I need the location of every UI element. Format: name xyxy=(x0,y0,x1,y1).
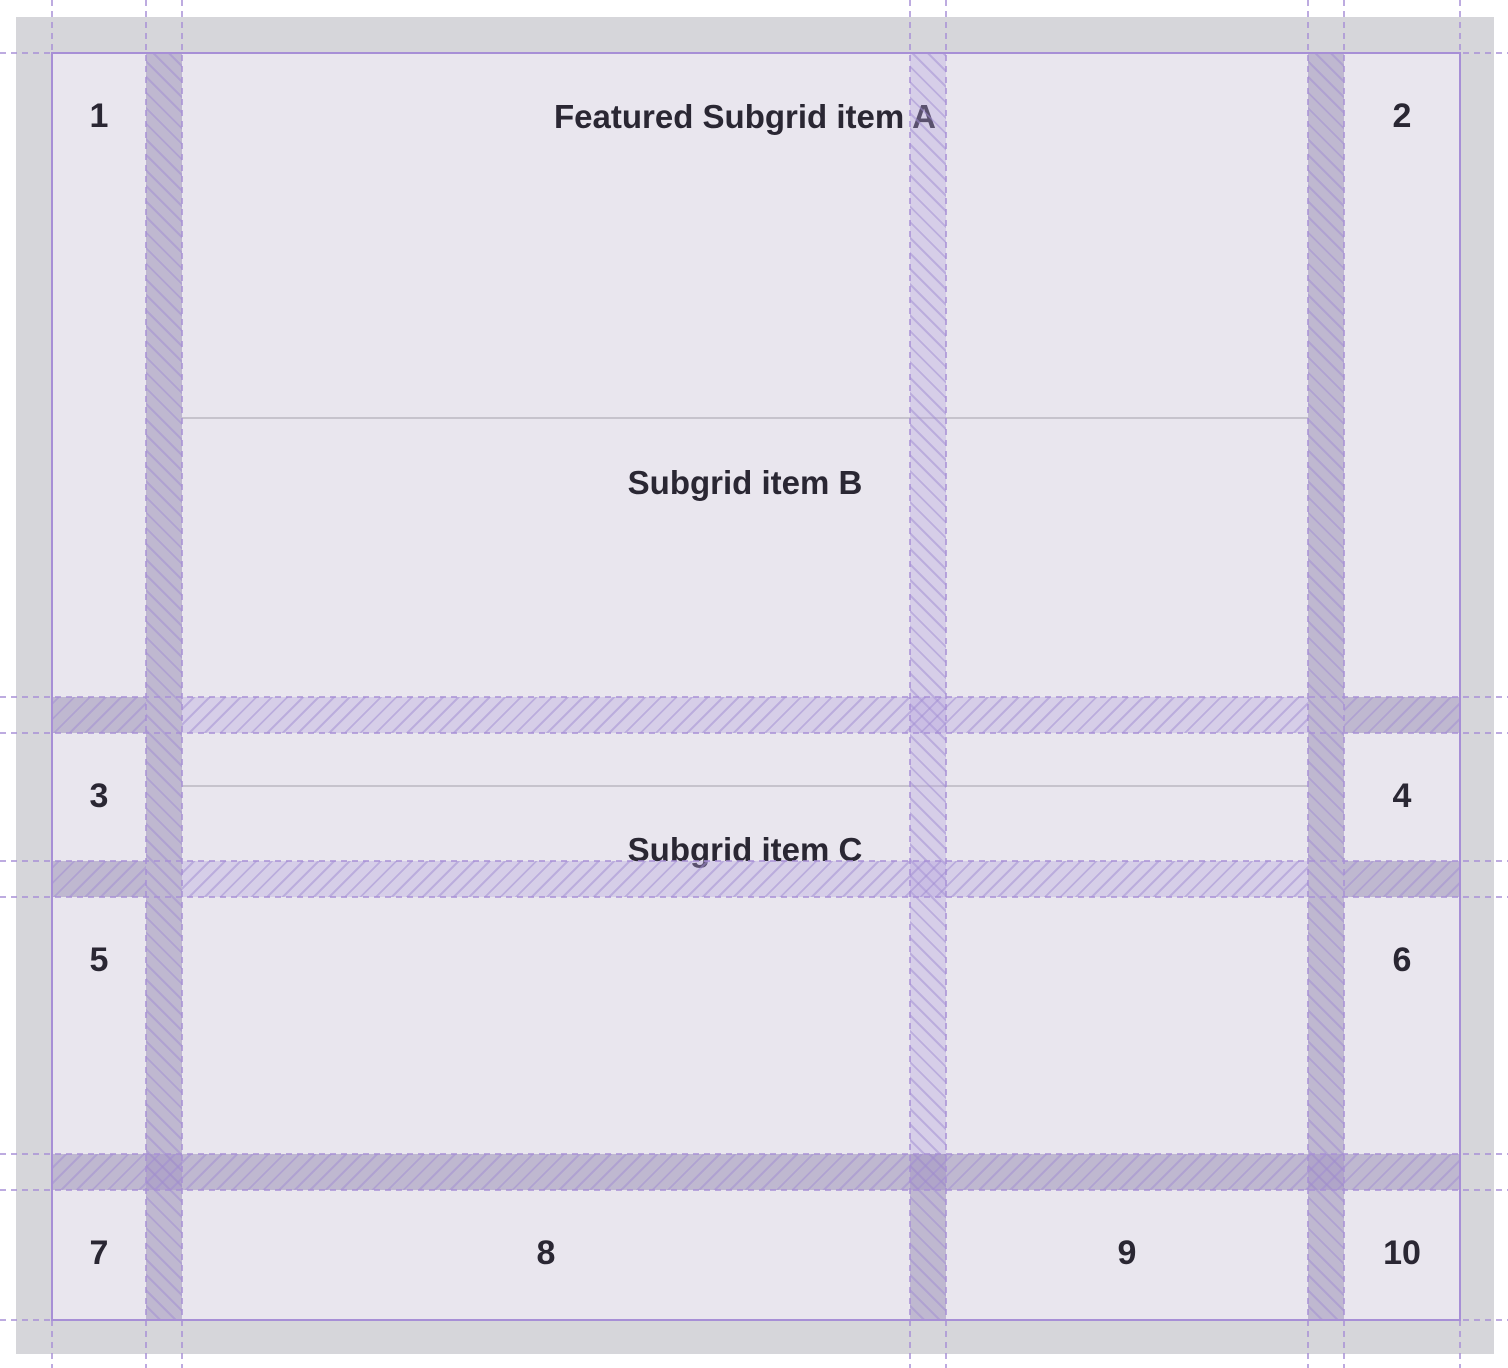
row-gap xyxy=(1344,697,1460,733)
row-gap xyxy=(52,1154,1460,1190)
grid-item-label: 9 xyxy=(1117,1234,1137,1272)
column-gap xyxy=(146,53,182,1320)
grid-item-label: 10 xyxy=(1383,1234,1421,1272)
grid-item-label: 4 xyxy=(1392,777,1412,815)
grid-item-label: 8 xyxy=(536,1234,556,1272)
subgrid-item-a: Featured Subgrid item A xyxy=(182,53,1308,419)
grid-item-label: 3 xyxy=(89,777,109,815)
grid-item-label: 6 xyxy=(1392,941,1412,979)
grid-item-8: 8 xyxy=(182,1190,910,1320)
grid-item-2: 2 xyxy=(1344,53,1460,697)
grid-item-label: 2 xyxy=(1392,97,1412,135)
row-gap xyxy=(52,861,146,897)
grid-item-9: 9 xyxy=(946,1190,1308,1320)
grid-item-3: 3 xyxy=(52,733,146,861)
subgrid-item-label: Subgrid item B xyxy=(627,464,863,501)
grid-item-label: 1 xyxy=(89,97,109,135)
row-gap xyxy=(1344,861,1460,897)
grid-item-5: 5 xyxy=(52,897,146,1154)
row-gap xyxy=(52,697,146,733)
subgrid-item-c: Subgrid item C xyxy=(182,787,1308,1154)
subgrid-column-gap xyxy=(910,53,946,1154)
subgrid-row-gap xyxy=(182,697,1308,733)
grid-item-7: 7 xyxy=(52,1190,146,1320)
grid-item-label: 7 xyxy=(89,1234,109,1272)
column-gap xyxy=(1308,53,1344,1320)
grid-item-6: 6 xyxy=(1344,897,1460,1154)
subgrid-row-gap xyxy=(182,861,1308,897)
grid-item-4: 4 xyxy=(1344,733,1460,861)
grid-item-10: 10 xyxy=(1344,1190,1460,1320)
grid-item-label: 5 xyxy=(89,941,109,979)
subgrid-item-label: Featured Subgrid item A xyxy=(554,98,936,135)
grid-item-1: 1 xyxy=(52,53,146,697)
